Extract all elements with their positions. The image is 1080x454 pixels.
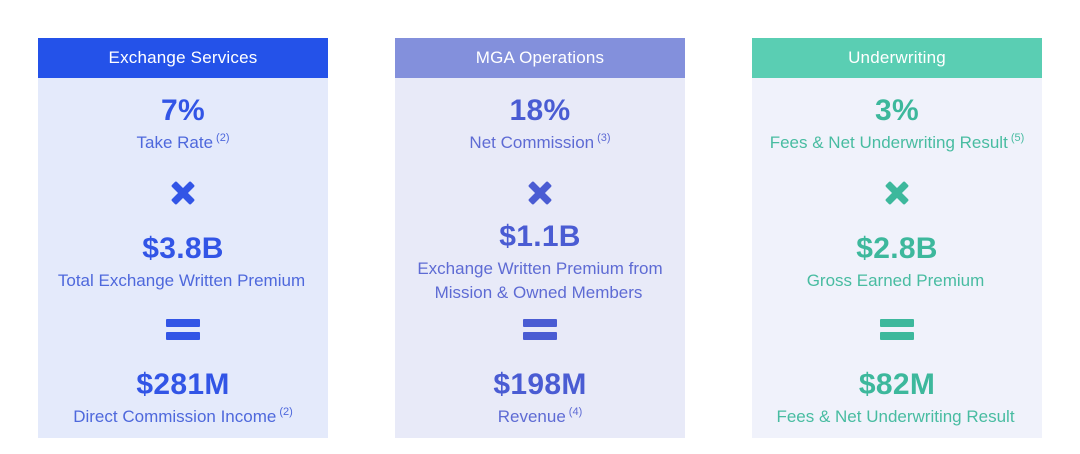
multiply-icon — [527, 180, 554, 207]
stat-result-label: Direct Commission Income (2) — [63, 405, 303, 430]
card-header: MGA Operations — [395, 38, 685, 78]
stat-base-label-text: Total Exchange Written Premium — [57, 270, 306, 290]
multiply-icon — [884, 180, 911, 207]
operator-row — [38, 306, 328, 352]
stat-rate-label: Fees & Net Underwriting Result (5) — [760, 131, 1035, 156]
equals-icon — [523, 318, 557, 340]
stat-rate-label-text: Take Rate — [136, 132, 214, 152]
footnote: (5) — [1010, 132, 1025, 145]
stat-result-value: $198M — [493, 368, 587, 402]
stat-rate-value: 7% — [161, 94, 205, 128]
stat-result-label-text: Fees & Net Underwriting Result — [776, 406, 1015, 426]
card-body: 7% Take Rate (2) $3.8B Total Exchange Wri… — [38, 78, 328, 438]
equals-icon — [166, 318, 200, 340]
card-body: 18% Net Commission (3) $1.1B Exchange Wri… — [395, 78, 685, 438]
formula-cards-row: Exchange Services 7% Take Rate (2) $3.8B … — [38, 38, 1042, 438]
card-underwriting: Underwriting 3% Fees & Net Underwriting … — [752, 38, 1042, 438]
stat-rate-label-text: Net Commission — [469, 132, 595, 152]
stat-base: $2.8B Gross Earned Premium — [752, 220, 1042, 306]
stat-rate-label: Net Commission (3) — [459, 131, 620, 156]
card-title: Exchange Services — [108, 48, 258, 67]
stat-base: $1.1B Exchange Written Premium from Miss… — [395, 220, 685, 306]
stat-result-label: Fees & Net Underwriting Result — [766, 405, 1027, 430]
card-title: MGA Operations — [475, 48, 605, 67]
stat-base-label: Gross Earned Premium — [797, 269, 998, 294]
stat-base-value: $2.8B — [856, 232, 938, 266]
stat-rate: 3% Fees & Net Underwriting Result (5) — [752, 78, 1042, 166]
stat-base-label: Total Exchange Written Premium — [48, 269, 318, 294]
stat-base-label-text: Exchange Written Premium from Mission & … — [417, 258, 663, 303]
stat-result-value: $281M — [136, 368, 230, 402]
stat-result: $198M Revenue (4) — [395, 352, 685, 438]
card-mga-operations: MGA Operations 18% Net Commission (3) $1.… — [395, 38, 685, 438]
operator-row — [752, 306, 1042, 352]
card-header: Exchange Services — [38, 38, 328, 78]
card-title: Underwriting — [848, 48, 946, 67]
stat-base-value: $1.1B — [499, 220, 581, 254]
stat-base-value: $3.8B — [142, 232, 224, 266]
card-header: Underwriting — [752, 38, 1042, 78]
operator-row — [752, 166, 1042, 220]
card-body: 3% Fees & Net Underwriting Result (5) $2.… — [752, 78, 1042, 438]
stat-rate: 18% Net Commission (3) — [395, 78, 685, 166]
card-exchange-services: Exchange Services 7% Take Rate (2) $3.8B … — [38, 38, 328, 438]
stat-rate: 7% Take Rate (2) — [38, 78, 328, 166]
operator-row — [395, 166, 685, 220]
operator-row — [38, 166, 328, 220]
stat-rate-label: Take Rate (2) — [127, 131, 240, 156]
footnote: (2) — [279, 406, 293, 419]
stat-rate-value: 18% — [509, 94, 571, 128]
operator-row — [395, 306, 685, 352]
multiply-icon — [170, 180, 197, 207]
stat-result-label-text: Revenue — [497, 406, 566, 426]
stat-base: $3.8B Total Exchange Written Premium — [38, 220, 328, 306]
stat-base-label: Exchange Written Premium from Mission & … — [395, 257, 685, 306]
stat-result-label: Revenue (4) — [488, 405, 593, 430]
equals-icon — [880, 318, 914, 340]
stat-result: $82M Fees & Net Underwriting Result — [752, 352, 1042, 438]
stat-result-label-text: Direct Commission Income — [73, 406, 277, 426]
footnote: (4) — [568, 406, 583, 419]
stat-base-label-text: Gross Earned Premium — [806, 270, 985, 290]
footnote: (2) — [216, 132, 230, 145]
stat-result: $281M Direct Commission Income (2) — [38, 352, 328, 438]
stat-rate-label-text: Fees & Net Underwriting Result — [769, 132, 1008, 152]
stat-result-value: $82M — [858, 368, 936, 402]
stat-rate-value: 3% — [875, 94, 919, 128]
footnote: (3) — [597, 132, 611, 145]
